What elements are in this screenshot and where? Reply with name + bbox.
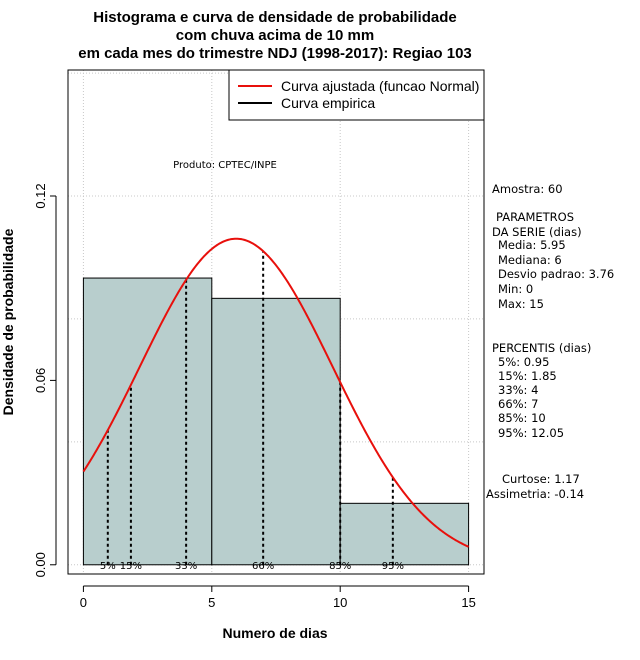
legend-box xyxy=(228,69,485,121)
x-tick-label: 15 xyxy=(461,595,475,610)
stat-percentil: 85%: 10 xyxy=(498,411,546,425)
stat-param: Mediana: 6 xyxy=(498,253,562,267)
title-line-1: Histograma e curva de densidade de proba… xyxy=(93,9,456,26)
stat-assimetria: Assimetria: -0.14 xyxy=(486,487,584,501)
x-tick-label: 0 xyxy=(80,595,87,610)
stat-param: Max: 15 xyxy=(498,297,544,311)
product-annotation: Produto: CPTEC/INPE xyxy=(173,160,277,171)
percentile-label: 5% xyxy=(100,561,116,572)
y-axis-label: Densidade de probabilidade xyxy=(0,228,16,415)
stat-param-title-1: PARAMETROS xyxy=(496,210,574,224)
x-tick-label: 10 xyxy=(333,595,347,610)
histogram-bar xyxy=(82,277,213,566)
percentile-lines xyxy=(106,251,394,565)
percentile-label: 33% xyxy=(175,561,197,572)
stat-percentil: 66%: 7 xyxy=(498,397,538,411)
stats-panel: Amostra: 60 PARAMETROS DA SERIE (dias) M… xyxy=(486,182,614,501)
x-tick-label: 5 xyxy=(208,595,215,610)
fitted-normal-curve xyxy=(82,237,470,548)
stat-percentis-title: PERCENTIS (dias) xyxy=(492,341,591,355)
histogram-bar xyxy=(339,502,470,566)
percentile-label: 66% xyxy=(252,561,274,572)
x-axis: 0 5 10 15 xyxy=(80,585,476,610)
histogram-bar xyxy=(211,297,341,566)
title-line-2: com chuva acima de 10 mm xyxy=(176,27,374,44)
y-tick-label: 0.12 xyxy=(33,183,48,208)
stat-amostra: Amostra: 60 xyxy=(492,182,563,196)
stat-percentil: 33%: 4 xyxy=(498,383,538,397)
histogram-bars xyxy=(82,277,470,566)
y-tick-label: 0.06 xyxy=(33,368,48,393)
legend-empirical-label: Curva empirica xyxy=(281,95,375,111)
percentile-label: 15% xyxy=(120,561,142,572)
percentile-labels: 5% 15% 33% 66% 85% 95% xyxy=(100,561,404,572)
stat-param: Desvio padrao: 3.76 xyxy=(498,267,614,281)
legend: Curva ajustada (funcao Normal) Curva emp… xyxy=(228,69,485,121)
title-line-3: em cada mes do trimestre NDJ (1998-2017)… xyxy=(78,45,472,62)
legend-fitted-label: Curva ajustada (funcao Normal) xyxy=(281,78,479,94)
stat-percentil: 15%: 1.85 xyxy=(498,369,557,383)
stat-percentil: 95%: 12.05 xyxy=(498,426,564,440)
stat-curtose: Curtose: 1.17 xyxy=(502,472,580,486)
percentile-label: 85% xyxy=(329,561,351,572)
x-axis-label: Numero de dias xyxy=(222,625,327,641)
stat-param: Min: 0 xyxy=(498,282,533,296)
stat-percentil: 5%: 0.95 xyxy=(498,355,549,369)
stat-param-title-2: DA SERIE (dias) xyxy=(492,225,582,239)
chart-title: Histograma e curva de densidade de proba… xyxy=(78,9,472,62)
y-axis: 0.00 0.06 0.12 xyxy=(33,183,57,577)
y-tick-label: 0.00 xyxy=(33,552,48,577)
percentile-label: 95% xyxy=(382,561,404,572)
stat-param: Media: 5.95 xyxy=(498,238,566,252)
